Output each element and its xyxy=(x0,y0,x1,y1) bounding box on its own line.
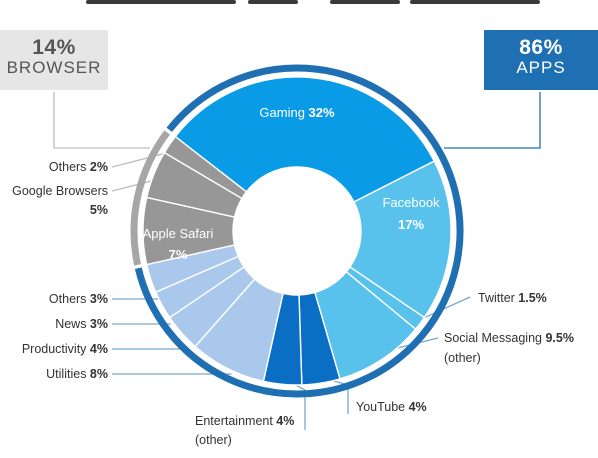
label-twitter: Twitter 1.5% xyxy=(478,291,547,305)
apps-box-connector xyxy=(444,92,541,149)
label-social-sub: (other) xyxy=(444,351,481,365)
slice-gaming xyxy=(174,76,436,203)
label-facebook-value: 17% xyxy=(398,217,424,232)
donut-slices xyxy=(142,76,452,386)
browser-total-box: 14% BROWSER xyxy=(0,30,108,90)
label-entertainment-sub: (other) xyxy=(195,433,232,447)
label-gaming: Gaming 32% xyxy=(259,105,335,120)
label-facebook: Facebook xyxy=(382,195,440,210)
apps-ring xyxy=(134,64,464,398)
label-entertainment: Entertainment 4% xyxy=(195,414,294,428)
label-productivity: Productivity 4% xyxy=(22,342,108,356)
slice-labels: Gaming 32% Facebook 17% Apple Safari 7% Twitt… xyxy=(12,105,574,447)
apps-label: APPS xyxy=(516,58,566,78)
label-social: Social Messaging 9.5% xyxy=(444,331,574,345)
label-google: Google Browsers xyxy=(12,184,108,198)
slice-facebook xyxy=(348,160,452,319)
slice-others_browser xyxy=(163,135,248,200)
top-strip xyxy=(0,0,598,6)
apps-percent: 86% xyxy=(519,36,563,59)
browser-ring xyxy=(130,130,170,266)
label-others-apps: Others 3% xyxy=(49,292,108,306)
label-news: News 3% xyxy=(55,317,108,331)
label-google-value: 5% xyxy=(90,203,108,217)
outer-rings xyxy=(130,64,464,398)
label-safari-value: 7% xyxy=(169,247,188,262)
browser-label: BROWSER xyxy=(6,58,102,78)
label-others-browser: Others 2% xyxy=(49,160,108,174)
label-youtube: YouTube 4% xyxy=(356,400,427,414)
browser-percent: 14% xyxy=(32,36,76,59)
label-safari: Apple Safari xyxy=(143,226,214,241)
apps-total-box: 86% APPS xyxy=(484,30,598,90)
browser-box-connector xyxy=(53,92,150,149)
label-utilities: Utilities 8% xyxy=(46,367,108,381)
